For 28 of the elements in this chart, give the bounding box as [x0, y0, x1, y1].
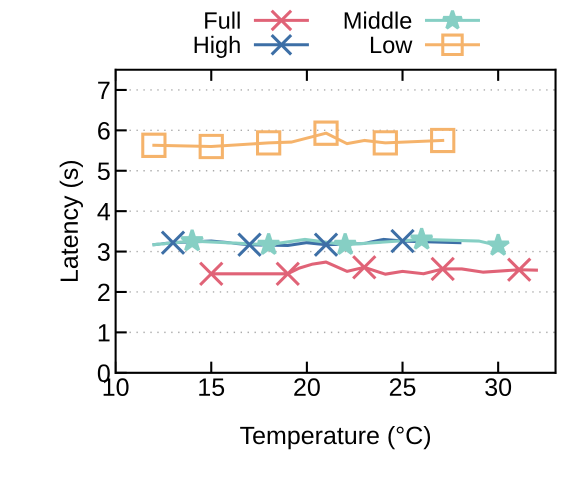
- legend-label: Low: [370, 36, 412, 54]
- y-tick-label: 6: [98, 122, 110, 140]
- point: [333, 232, 358, 256]
- point: [256, 232, 281, 256]
- point: [141, 132, 167, 158]
- x-tick-label: 15: [199, 378, 224, 396]
- y-tick-label: 5: [98, 162, 110, 180]
- point: [486, 232, 510, 256]
- point: [372, 130, 398, 156]
- y-axis-title: Latency (s): [60, 160, 83, 282]
- point: [256, 130, 282, 156]
- legend-label: Middle: [344, 12, 412, 29]
- point: [180, 228, 204, 252]
- point: [410, 226, 434, 250]
- point: [313, 120, 339, 146]
- x-tick-label: 25: [390, 378, 416, 396]
- x-tick-label: 20: [294, 378, 320, 396]
- y-tick-label: 3: [98, 243, 110, 261]
- point: [198, 134, 224, 160]
- y-tick-label: 2: [98, 284, 110, 302]
- y-tick-label: 7: [98, 82, 110, 100]
- y-tick-label: 1: [98, 324, 110, 342]
- x-tick-label: 30: [485, 378, 512, 396]
- point: [430, 128, 456, 154]
- legend-label: Full: [205, 12, 240, 29]
- x-axis-title: Temperature (°C): [240, 426, 430, 450]
- y-tick-label: 4: [97, 203, 110, 220]
- legend-label: High: [194, 36, 240, 58]
